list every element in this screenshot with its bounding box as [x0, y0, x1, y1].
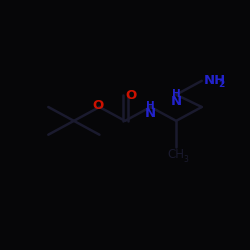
Text: H: H	[146, 101, 155, 111]
Text: O: O	[126, 89, 137, 102]
Text: CH: CH	[168, 148, 185, 161]
Text: O: O	[92, 99, 104, 112]
Text: NH: NH	[203, 74, 226, 87]
Text: H: H	[172, 89, 180, 99]
Text: N: N	[170, 95, 182, 108]
Text: 2: 2	[218, 80, 224, 89]
Text: N: N	[145, 108, 156, 120]
Text: 3: 3	[183, 155, 188, 164]
